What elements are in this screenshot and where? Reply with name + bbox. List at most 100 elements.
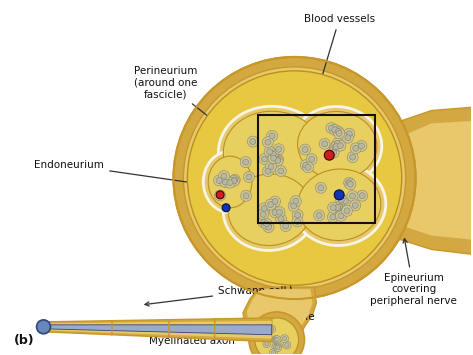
Circle shape [261,218,272,229]
Circle shape [267,149,272,155]
Circle shape [331,150,337,155]
Circle shape [328,147,339,158]
Circle shape [330,205,336,211]
Circle shape [270,196,280,207]
Circle shape [276,344,280,348]
Circle shape [266,224,272,230]
Circle shape [222,204,230,212]
Circle shape [345,179,356,190]
Circle shape [275,345,280,350]
Circle shape [240,157,251,168]
Circle shape [316,212,322,218]
Circle shape [265,139,271,145]
Circle shape [221,173,227,179]
Circle shape [249,312,305,355]
Circle shape [330,142,341,153]
Circle shape [220,176,231,187]
Circle shape [259,203,270,214]
Circle shape [335,129,342,135]
Circle shape [263,340,271,348]
Circle shape [273,144,284,155]
Circle shape [274,338,278,343]
Circle shape [344,178,355,188]
Circle shape [263,221,270,227]
Circle shape [300,160,311,171]
Circle shape [330,214,336,220]
Text: Myelinated axon: Myelinated axon [66,326,235,346]
Circle shape [243,159,249,165]
Circle shape [346,180,352,186]
Circle shape [337,143,343,149]
Circle shape [327,212,338,223]
Circle shape [272,154,283,165]
Ellipse shape [293,164,386,246]
Circle shape [174,57,416,299]
Text: Fascicle: Fascicle [274,244,315,322]
Circle shape [265,147,276,158]
Circle shape [270,207,280,218]
Circle shape [336,204,342,210]
Circle shape [262,328,270,335]
Circle shape [273,338,278,342]
Circle shape [350,143,361,154]
Polygon shape [394,106,473,255]
Circle shape [271,155,276,161]
Text: (b): (b) [14,334,35,347]
Circle shape [288,201,299,211]
Circle shape [285,343,289,347]
Circle shape [280,220,291,231]
Circle shape [343,198,349,204]
Circle shape [244,171,254,182]
Circle shape [353,145,359,151]
Circle shape [328,125,334,131]
Circle shape [350,200,361,211]
Circle shape [268,149,279,160]
Circle shape [335,140,346,151]
Circle shape [269,133,275,139]
Circle shape [272,336,280,344]
Circle shape [268,149,273,155]
Circle shape [305,164,311,170]
Circle shape [280,335,289,343]
Circle shape [333,202,343,213]
Circle shape [322,141,328,147]
Circle shape [359,143,364,149]
Circle shape [324,150,334,160]
Ellipse shape [293,106,382,184]
Circle shape [225,177,236,188]
Circle shape [334,190,344,200]
Circle shape [222,179,228,185]
Text: Schwann cell: Schwann cell [145,286,287,306]
Circle shape [342,132,353,143]
Polygon shape [44,318,272,342]
Circle shape [216,178,222,184]
Circle shape [184,67,406,289]
Circle shape [229,174,240,185]
Circle shape [268,153,279,164]
Circle shape [340,196,351,207]
Circle shape [309,156,315,162]
Circle shape [295,212,301,218]
Circle shape [247,136,258,147]
Circle shape [241,190,252,201]
Circle shape [268,325,276,333]
Circle shape [290,196,301,207]
Ellipse shape [203,151,257,213]
Circle shape [274,207,285,218]
Circle shape [333,126,344,137]
Circle shape [264,146,275,157]
Circle shape [262,156,268,162]
Circle shape [265,199,276,210]
Circle shape [270,349,278,355]
Circle shape [263,166,273,176]
Circle shape [272,198,278,204]
Circle shape [331,141,342,152]
Circle shape [274,342,282,350]
Circle shape [318,185,324,191]
Circle shape [275,213,287,224]
Circle shape [272,343,280,351]
Circle shape [303,162,314,173]
Circle shape [338,213,344,219]
Circle shape [326,122,337,133]
Circle shape [328,202,339,213]
